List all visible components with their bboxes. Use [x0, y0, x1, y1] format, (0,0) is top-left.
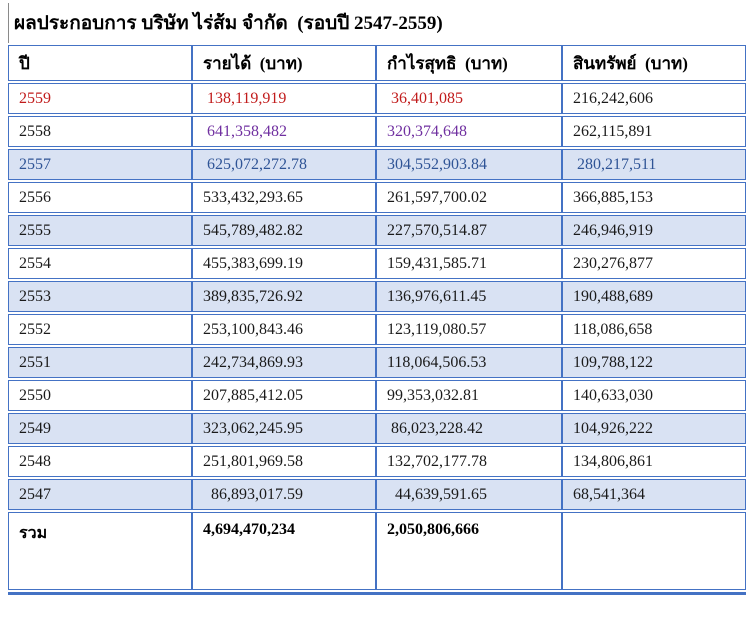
profit-cell: 36,401,085: [376, 83, 562, 114]
table-row-2551: 2551 242,734,869.93 118,064,506.53 109,788,…: [8, 347, 746, 378]
year-cell: 2554: [8, 248, 192, 279]
table-row-2547: 2547 86,893,017.59 44,639,591.65 68,541,3…: [8, 479, 746, 510]
table-row-2555: 2555 545,789,482.82 227,570,514.87 246,946,…: [8, 215, 746, 246]
revenue-cell: 138,119,919: [192, 83, 376, 114]
total-revenue-cell: 4,694,470,234: [192, 512, 376, 590]
table-row-2556: 2556 533,432,293.65 261,597,700.02 366,885,…: [8, 182, 746, 213]
assets-cell: 216,242,606: [562, 83, 746, 114]
year-cell: 2555: [8, 215, 192, 246]
year-cell: 2558: [8, 116, 192, 147]
profit-cell: 86,023,228.42: [376, 413, 562, 444]
assets-cell: 280,217,511: [562, 149, 746, 180]
assets-cell: 246,946,919: [562, 215, 746, 246]
year-cell: 2548: [8, 446, 192, 477]
profit-cell: 44,639,591.65: [376, 479, 562, 510]
assets-cell: 262,115,891: [562, 116, 746, 147]
revenue-cell: 253,100,843.46: [192, 314, 376, 345]
year-cell: 2559: [8, 83, 192, 114]
profit-cell: 99,353,032.81: [376, 380, 562, 411]
profit-cell: 123,119,080.57: [376, 314, 562, 345]
revenue-cell: 242,734,869.93: [192, 347, 376, 378]
revenue-cell: 323,062,245.95: [192, 413, 376, 444]
revenue-cell: 455,383,699.19: [192, 248, 376, 279]
year-cell: 2547: [8, 479, 192, 510]
assets-cell: 109,788,122: [562, 347, 746, 378]
table-row-2559: 2559 138,119,919 36,401,085 216,242,606: [8, 83, 746, 114]
col-header-assets: สินทรัพย์ (บาท): [562, 45, 746, 81]
table-row-2550: 2550 207,885,412.05 99,353,032.81 140,633,0…: [8, 380, 746, 411]
table-outer-border: ปี รายได้ (บาท) กำไรสุทธิ (บาท) สินทรัพย…: [8, 43, 746, 595]
page-title: ผลประกอบการ บริษัท ไร่ส้ม จำกัด (รอบปี 2…: [8, 3, 746, 43]
profit-cell: 261,597,700.02: [376, 182, 562, 213]
assets-cell: 230,276,877: [562, 248, 746, 279]
table-row-2557: 2557 625,072,272.78 304,552,903.84 280,21…: [8, 149, 746, 180]
profit-cell: 132,702,177.78: [376, 446, 562, 477]
financial-table: ปี รายได้ (บาท) กำไรสุทธิ (บาท) สินทรัพย…: [8, 43, 746, 592]
year-cell: 2553: [8, 281, 192, 312]
col-header-profit: กำไรสุทธิ (บาท): [376, 45, 562, 81]
revenue-cell: 625,072,272.78: [192, 149, 376, 180]
year-cell: 2550: [8, 380, 192, 411]
year-cell: 2552: [8, 314, 192, 345]
profit-cell: 118,064,506.53: [376, 347, 562, 378]
profit-cell: 320,374,648: [376, 116, 562, 147]
col-header-year: ปี: [8, 45, 192, 81]
header-row: ปี รายได้ (บาท) กำไรสุทธิ (บาท) สินทรัพย…: [8, 45, 746, 81]
assets-cell: 118,086,658: [562, 314, 746, 345]
revenue-cell: 389,835,726.92: [192, 281, 376, 312]
table-row-2552: 2552 253,100,843.46 123,119,080.57 118,086,…: [8, 314, 746, 345]
revenue-cell: 86,893,017.59: [192, 479, 376, 510]
revenue-cell: 207,885,412.05: [192, 380, 376, 411]
profit-cell: 136,976,611.45: [376, 281, 562, 312]
total-assets-cell: [562, 512, 746, 590]
assets-cell: 134,806,861: [562, 446, 746, 477]
assets-cell: 68,541,364: [562, 479, 746, 510]
table-row-2548: 2548 251,801,969.58 132,702,177.78 134,806,…: [8, 446, 746, 477]
table-row-2558: 2558 641,358,482 320,374,648 262,115,891: [8, 116, 746, 147]
year-cell: 2557: [8, 149, 192, 180]
assets-cell: 366,885,153: [562, 182, 746, 213]
table-row-2554: 2554 455,383,699.19 159,431,585.71 230,276,…: [8, 248, 746, 279]
total-profit-cell: 2,050,806,666: [376, 512, 562, 590]
col-header-revenue: รายได้ (บาท): [192, 45, 376, 81]
table-row-2549: 2549 323,062,245.95 86,023,228.42 104,926,…: [8, 413, 746, 444]
year-cell: 2556: [8, 182, 192, 213]
table-row-2553: 2553 389,835,726.92 136,976,611.45 190,488,…: [8, 281, 746, 312]
profit-cell: 304,552,903.84: [376, 149, 562, 180]
total-label-cell: รวม: [8, 512, 192, 590]
total-row: รวม 4,694,470,234 2,050,806,666: [8, 512, 746, 590]
year-cell: 2551: [8, 347, 192, 378]
revenue-cell: 533,432,293.65: [192, 182, 376, 213]
year-cell: 2549: [8, 413, 192, 444]
profit-cell: 227,570,514.87: [376, 215, 562, 246]
revenue-cell: 641,358,482: [192, 116, 376, 147]
assets-cell: 140,633,030: [562, 380, 746, 411]
assets-cell: 104,926,222: [562, 413, 746, 444]
assets-cell: 190,488,689: [562, 281, 746, 312]
profit-cell: 159,431,585.71: [376, 248, 562, 279]
revenue-cell: 251,801,969.58: [192, 446, 376, 477]
revenue-cell: 545,789,482.82: [192, 215, 376, 246]
